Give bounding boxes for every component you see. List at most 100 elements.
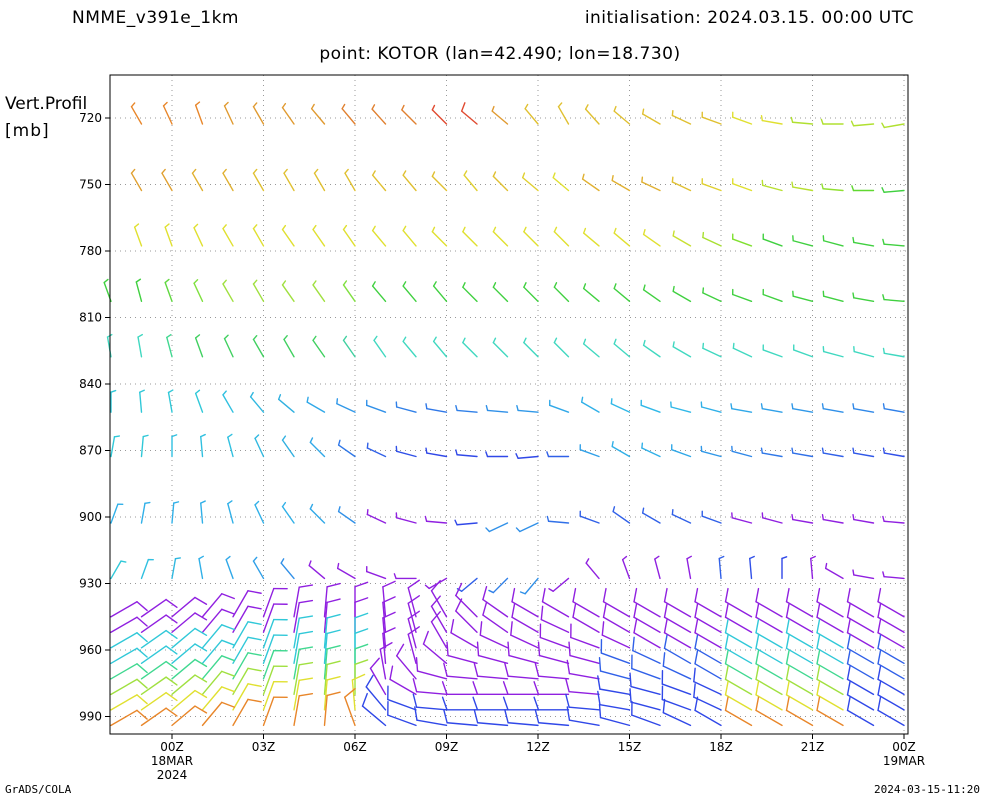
wind-barb [816, 587, 844, 618]
wind-barb [472, 696, 509, 711]
barb-feather [247, 698, 262, 703]
barb-staff [701, 182, 722, 192]
barb-staff [293, 664, 300, 696]
wind-barb [724, 681, 753, 711]
barb-staff [171, 658, 196, 680]
barb-staff [883, 243, 905, 247]
x-tick-label: 09Z [435, 740, 459, 754]
barb-feather [342, 280, 348, 286]
wind-barb [252, 279, 265, 303]
barb-feather [611, 440, 614, 448]
barb-staff [792, 518, 814, 524]
wind-barb [724, 618, 753, 649]
wind-barb [877, 681, 905, 711]
barb-feather [200, 433, 206, 438]
barb-feather [821, 447, 825, 454]
barb-staff [694, 632, 722, 649]
barb-feather [553, 337, 558, 344]
wind-barb [262, 603, 288, 633]
wind-barb [281, 102, 295, 125]
y-tick-label: 990 [79, 710, 102, 724]
barb-feather [194, 658, 208, 668]
barb-staff [309, 441, 326, 458]
barb-staff [662, 665, 692, 680]
barb-feather [694, 634, 699, 649]
barb-staff [455, 610, 478, 633]
wind-barb [171, 434, 178, 458]
barb-feather [221, 701, 235, 708]
barb-staff [293, 586, 300, 618]
barb-feather [553, 282, 558, 288]
barb-feather [663, 603, 668, 618]
barb-staff [337, 444, 356, 458]
barb-feather [221, 593, 235, 600]
barb-feather [612, 506, 616, 513]
wind-barb [463, 170, 478, 192]
barb-staff [491, 110, 509, 125]
wind-barb [140, 614, 178, 633]
barb-staff [671, 181, 692, 192]
barb-staff [446, 675, 478, 680]
barb-staff [853, 241, 875, 247]
barb-feather [221, 655, 235, 662]
barb-staff [883, 575, 905, 580]
barb-staff [853, 350, 875, 358]
barb-staff [252, 172, 265, 192]
wind-barb [110, 616, 148, 633]
model-name: NMME_v391e_1km [72, 8, 239, 28]
wind-barb [693, 683, 722, 711]
wind-barb [881, 187, 905, 193]
barb-feather [165, 691, 178, 702]
wind-barb [731, 512, 753, 524]
barb-feather [476, 641, 480, 657]
barb-staff [171, 627, 196, 649]
barb-feather [222, 224, 227, 230]
barb-staff [877, 709, 905, 727]
barb-staff [110, 601, 138, 618]
barb-staff [401, 109, 417, 125]
wind-barb [492, 226, 509, 247]
barb-staff [785, 678, 814, 696]
wind-barb [507, 641, 539, 664]
barb-feather [455, 449, 458, 456]
barb-staff [572, 616, 600, 633]
barb-staff [171, 643, 196, 664]
barb-staff [724, 663, 753, 680]
barb-feather [193, 223, 199, 229]
barb-feather [755, 649, 760, 665]
wind-barb [450, 618, 478, 649]
barb-feather [672, 341, 675, 348]
barb-staff [755, 709, 783, 727]
barb-staff [492, 577, 509, 594]
barb-staff [323, 617, 328, 649]
barb-staff [431, 175, 448, 192]
barb-staff [507, 722, 539, 727]
wind-barb [790, 116, 814, 125]
barb-feather [548, 588, 554, 592]
wind-barb [201, 624, 235, 649]
barb-feather [479, 621, 483, 636]
barb-feather [130, 168, 136, 174]
barb-feather [194, 101, 201, 106]
wind-barb [633, 587, 661, 618]
wind-barb [510, 621, 539, 649]
wind-barb [110, 632, 148, 649]
barb-feather [877, 696, 882, 712]
barb-staff [232, 667, 249, 696]
barb-staff [323, 663, 328, 696]
barb-staff [694, 616, 722, 633]
wind-barb [671, 109, 692, 125]
wind-barb [395, 445, 417, 458]
barb-staff [602, 601, 631, 618]
barb-feather [566, 659, 571, 675]
wind-barb [882, 347, 905, 358]
wind-barb [694, 696, 722, 727]
wind-barb [755, 681, 783, 711]
grid-lines [110, 75, 908, 734]
barb-feather [354, 643, 369, 650]
barb-staff [110, 678, 138, 696]
wind-barb [877, 587, 905, 618]
barb-feather [488, 589, 495, 594]
axis-ticks: 72075078081084087090093096099000Z18MAR20… [79, 111, 925, 782]
barb-feather [511, 603, 516, 618]
